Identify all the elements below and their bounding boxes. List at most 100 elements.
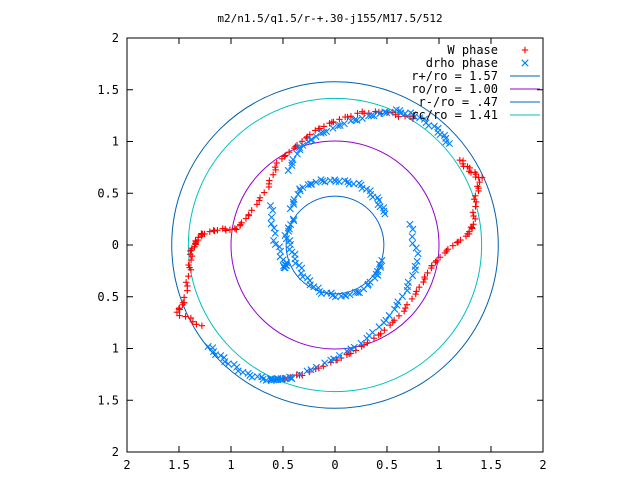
drho-phase-point xyxy=(299,183,307,192)
x-tick-label: 0.5 xyxy=(272,458,294,472)
drho-phase-point xyxy=(293,150,301,158)
w-phase-point xyxy=(449,242,457,249)
drho-phase-point xyxy=(409,239,417,248)
drho-phase-point xyxy=(424,121,433,130)
drho-phase-point xyxy=(521,59,529,67)
w-phase-point xyxy=(290,144,298,152)
y-tick-label: 0.5 xyxy=(97,290,119,304)
y-tick-label: 1.5 xyxy=(97,393,119,407)
w-phase-point xyxy=(231,225,239,232)
drho-phase-point xyxy=(329,124,337,132)
drho-phase-point xyxy=(445,139,453,148)
w-phase-point xyxy=(271,163,279,171)
drho-phase-point xyxy=(408,233,416,241)
legend-label: r+/ro = 1.57 xyxy=(411,69,498,83)
w-phase-point xyxy=(386,321,394,329)
x-tick-label: 2 xyxy=(539,458,546,472)
drho-phase-point xyxy=(362,185,371,193)
w-phase-point xyxy=(188,246,195,254)
drho-phase-point xyxy=(342,292,350,300)
x-tick-label: 0 xyxy=(331,458,338,472)
drho-phase-point xyxy=(351,116,359,124)
w-phase-point xyxy=(521,46,529,54)
drho-phase-point xyxy=(367,111,376,120)
w-phase-point xyxy=(266,177,273,184)
w-phase-point xyxy=(432,258,439,266)
w-phase-point xyxy=(180,294,188,301)
x-tick-label: 1.5 xyxy=(168,458,190,472)
w-phase-point xyxy=(312,127,319,134)
drho-phase-point xyxy=(271,240,280,249)
drho-phase-point xyxy=(274,374,282,383)
drho-phase-point xyxy=(290,217,298,225)
drho-phase-point xyxy=(398,292,407,300)
drho-phase-point xyxy=(409,225,417,233)
drho-phase-point xyxy=(267,213,276,221)
drho-phase-point xyxy=(375,196,383,204)
w-phase-point xyxy=(189,318,197,325)
drho-phase-point xyxy=(266,202,275,210)
drho-phase-point xyxy=(276,247,285,255)
w-phase-point xyxy=(316,125,324,132)
drho-phase-point xyxy=(404,278,412,286)
w-phase-point xyxy=(413,288,420,295)
drho-phase-point xyxy=(363,334,371,342)
w-phase-point xyxy=(282,152,289,159)
drho-phase-point xyxy=(346,291,354,299)
w-phase-point xyxy=(433,257,440,265)
w-phase-point xyxy=(415,283,423,291)
w-phase-point xyxy=(400,307,408,315)
drho-phase-point xyxy=(393,301,401,309)
drho-phase-point xyxy=(335,351,344,360)
drho-phase-point xyxy=(385,311,393,320)
drho-phase-point xyxy=(286,373,294,381)
drho-phase-point xyxy=(430,122,438,130)
w-phase-point xyxy=(188,252,196,260)
drho-phase-point xyxy=(378,256,386,265)
drho-phase-point xyxy=(284,166,292,175)
x-tick-label: 0.5 xyxy=(376,458,398,472)
drho-phase-point xyxy=(413,257,421,265)
drho-phase-point xyxy=(412,244,420,252)
drho-phase-point xyxy=(281,264,289,272)
drho-phase-point xyxy=(386,108,394,116)
w-phase-point xyxy=(184,287,191,294)
y-tick-label: 0.5 xyxy=(97,186,119,200)
w-phase-point xyxy=(375,331,382,339)
drho-phase-point xyxy=(286,220,295,229)
legend-label: rc/ro = 1.41 xyxy=(411,108,498,122)
w-phase-point xyxy=(306,131,313,138)
w-phase-point xyxy=(469,209,477,216)
legend-label: drho phase xyxy=(426,56,498,70)
w-phase-point xyxy=(210,227,217,234)
drho-phase-point xyxy=(370,112,378,120)
w-phase-point xyxy=(245,211,252,218)
w-phase-point xyxy=(364,339,371,346)
drho-phase-point xyxy=(308,180,316,188)
drho-phase-point xyxy=(340,120,348,128)
w-phase-point xyxy=(412,290,419,298)
w-phase-point xyxy=(173,309,181,316)
drho-phase-point xyxy=(403,286,411,295)
w-phase-point xyxy=(472,192,479,199)
drho-phase-point xyxy=(375,260,383,268)
w-phase-point xyxy=(441,249,449,257)
drho-phase-point xyxy=(269,236,278,245)
drho-phase-point xyxy=(321,359,329,367)
drho-phase-point xyxy=(291,259,299,267)
w-phase-point xyxy=(347,113,355,120)
data-points xyxy=(173,106,486,385)
drho-phase-point xyxy=(312,178,320,186)
w-phase-point xyxy=(421,275,429,283)
drho-phase-point xyxy=(296,146,304,154)
drho-phase-point xyxy=(270,224,278,232)
drho-phase-point xyxy=(295,143,304,152)
reference-circle xyxy=(187,97,483,393)
drho-phase-point xyxy=(353,116,361,124)
drho-phase-point xyxy=(411,266,419,274)
drho-phase-point xyxy=(279,256,287,264)
drho-phase-point xyxy=(336,121,344,129)
w-phase-point xyxy=(456,156,463,164)
y-tick-label: 1.5 xyxy=(97,83,119,97)
